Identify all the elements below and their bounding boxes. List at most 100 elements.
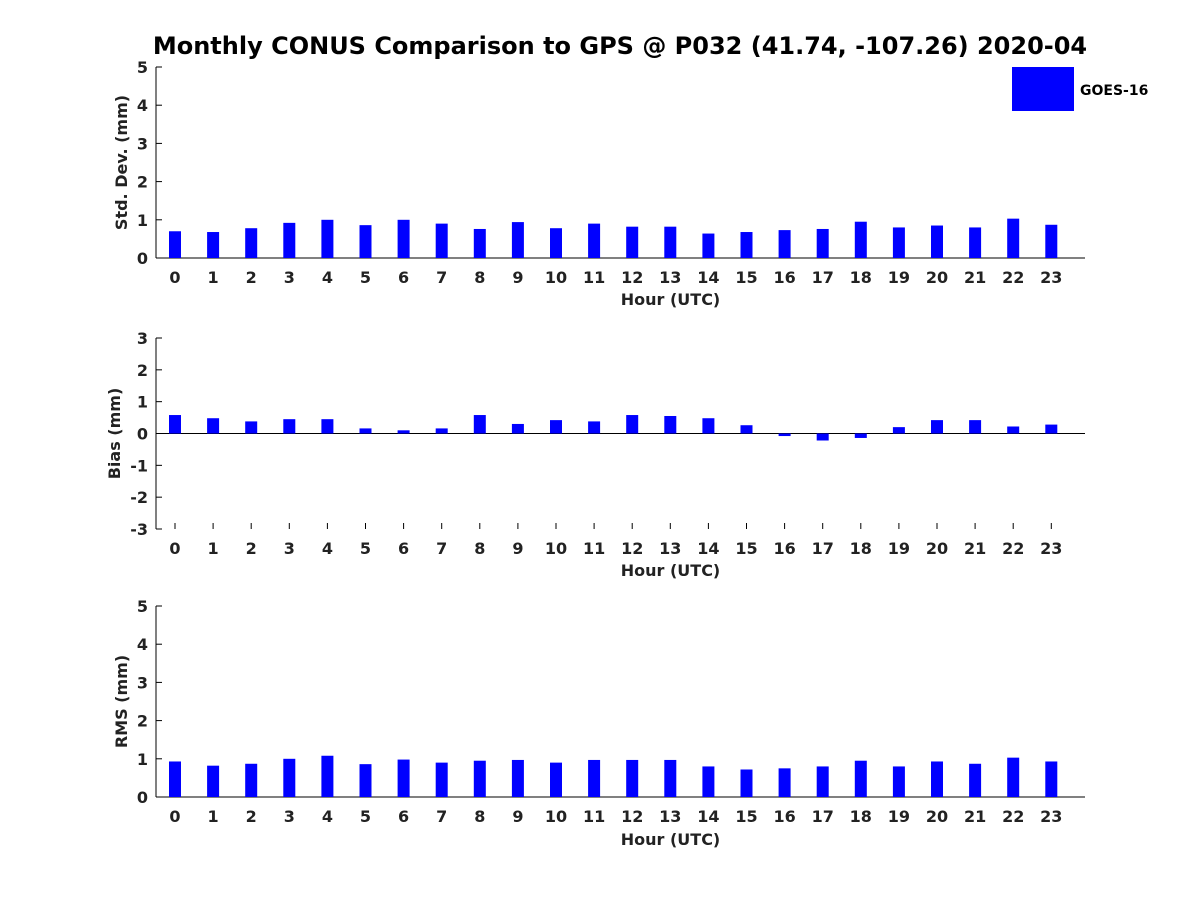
- std-dev-bar: [1007, 218, 1020, 258]
- std-dev-x-tick-label: 0: [169, 268, 180, 287]
- rms-x-tick-label: 12: [621, 807, 643, 826]
- rms-x-tick-label: 21: [964, 807, 986, 826]
- bias-bar: [1045, 424, 1058, 434]
- bias-y-tick-label: -1: [130, 456, 148, 475]
- std-dev-x-tick-label: 6: [398, 268, 409, 287]
- rms-bar: [892, 766, 905, 797]
- bias-bar: [207, 418, 220, 434]
- rms-x-tick-label: 7: [436, 807, 447, 826]
- std-dev-y-tick-label: 4: [137, 96, 148, 115]
- rms-bar: [626, 759, 639, 797]
- std-dev-x-tick-label: 18: [850, 268, 872, 287]
- std-dev-y-tick-label: 5: [137, 58, 148, 77]
- std-dev-bar: [588, 223, 601, 258]
- rms-x-axis-label: Hour (UTC): [621, 830, 721, 849]
- std-dev-x-tick-label: 1: [208, 268, 219, 287]
- rms-x-tick-label: 9: [512, 807, 523, 826]
- std-dev-x-tick-label: 23: [1040, 268, 1062, 287]
- bias-bar: [588, 421, 601, 434]
- std-dev-y-tick-label: 3: [137, 134, 148, 153]
- bias-y-tick-label: 0: [137, 425, 148, 444]
- std-dev-bar: [778, 230, 791, 258]
- bias-bar: [931, 420, 943, 434]
- std-dev-bar: [969, 227, 982, 258]
- rms-bar: [511, 759, 524, 797]
- bias-y-axis-label: Bias (mm): [105, 388, 124, 480]
- std-dev-y-axis-label: Std. Dev. (mm): [112, 95, 131, 230]
- rms-x-tick-label: 23: [1040, 807, 1062, 826]
- std-dev-x-tick-label: 10: [545, 268, 567, 287]
- rms-bar: [169, 761, 181, 797]
- bias-x-tick-label: 6: [398, 539, 409, 558]
- bias-bar: [169, 415, 181, 434]
- std-dev-x-tick-label: 4: [322, 268, 333, 287]
- std-dev-x-tick-label: 22: [1002, 268, 1024, 287]
- rms-bar: [1007, 757, 1020, 797]
- rms-x-tick-label: 0: [169, 807, 180, 826]
- bias-x-tick-label: 19: [888, 539, 910, 558]
- bias-y-tick-label: -2: [130, 488, 148, 507]
- bias-x-axis-label: Hour (UTC): [621, 561, 721, 580]
- bias-bar: [473, 415, 486, 434]
- bias-bar: [969, 420, 982, 434]
- rms-x-tick-label: 1: [208, 807, 219, 826]
- std-dev-bar: [321, 219, 334, 258]
- bias-bar: [397, 430, 410, 434]
- bias-bar: [664, 415, 677, 434]
- std-dev-x-tick-label: 20: [926, 268, 948, 287]
- std-dev-x-tick-label: 7: [436, 268, 447, 287]
- std-dev-bar: [664, 226, 677, 258]
- std-dev-bar: [854, 221, 867, 258]
- bias-x-tick-label: 3: [284, 539, 295, 558]
- bias-x-tick-label: 23: [1040, 539, 1062, 558]
- rms-bar: [321, 755, 334, 797]
- bias-x-tick-label: 5: [360, 539, 371, 558]
- bias-x-tick-label: 8: [474, 539, 485, 558]
- rms-y-axis-label: RMS (mm): [112, 655, 131, 748]
- std-dev-bar: [359, 225, 372, 258]
- rms-x-tick-label: 17: [812, 807, 834, 826]
- rms-bar: [664, 759, 677, 797]
- std-dev-y-tick-label: 1: [137, 211, 148, 230]
- bias-bar: [816, 433, 829, 441]
- rms-bar: [397, 759, 410, 797]
- bias-x-tick-label: 7: [436, 539, 447, 558]
- std-dev-bar: [511, 222, 524, 258]
- rms-x-tick-label: 10: [545, 807, 567, 826]
- rms-y-tick-label: 1: [137, 750, 148, 769]
- std-dev-bar: [283, 222, 296, 258]
- bias-y-tick-label: -3: [130, 520, 148, 539]
- std-dev-bar: [892, 227, 905, 258]
- rms-bar: [931, 761, 943, 797]
- rms-bar: [969, 763, 982, 797]
- rms-bar: [245, 763, 258, 797]
- rms-bar: [473, 760, 486, 797]
- rms-x-tick-label: 4: [322, 807, 333, 826]
- rms-bar: [550, 762, 562, 797]
- bias-bar: [740, 425, 753, 434]
- std-dev-x-tick-label: 3: [284, 268, 295, 287]
- bias-bar: [511, 423, 524, 434]
- bias-bar: [702, 418, 715, 434]
- rms-y-tick-label: 4: [137, 635, 148, 654]
- std-dev-x-tick-label: 13: [659, 268, 681, 287]
- std-dev-x-tick-label: 8: [474, 268, 485, 287]
- bias-x-tick-label: 11: [583, 539, 605, 558]
- std-dev-bar: [1045, 224, 1058, 258]
- bias-bar: [245, 421, 258, 434]
- rms-y-tick-label: 0: [137, 788, 148, 807]
- rms-bar: [359, 764, 372, 797]
- bias-x-tick-label: 2: [246, 539, 257, 558]
- std-dev-bar: [740, 232, 753, 258]
- std-dev-x-tick-label: 16: [773, 268, 795, 287]
- bias-bar: [283, 419, 296, 434]
- std-dev-x-tick-label: 14: [697, 268, 719, 287]
- std-dev-bar: [473, 228, 486, 258]
- rms-x-tick-label: 18: [850, 807, 872, 826]
- rms-x-tick-label: 16: [773, 807, 795, 826]
- rms-bar: [588, 759, 601, 797]
- figure-title: Monthly CONUS Comparison to GPS @ P032 (…: [153, 32, 1087, 60]
